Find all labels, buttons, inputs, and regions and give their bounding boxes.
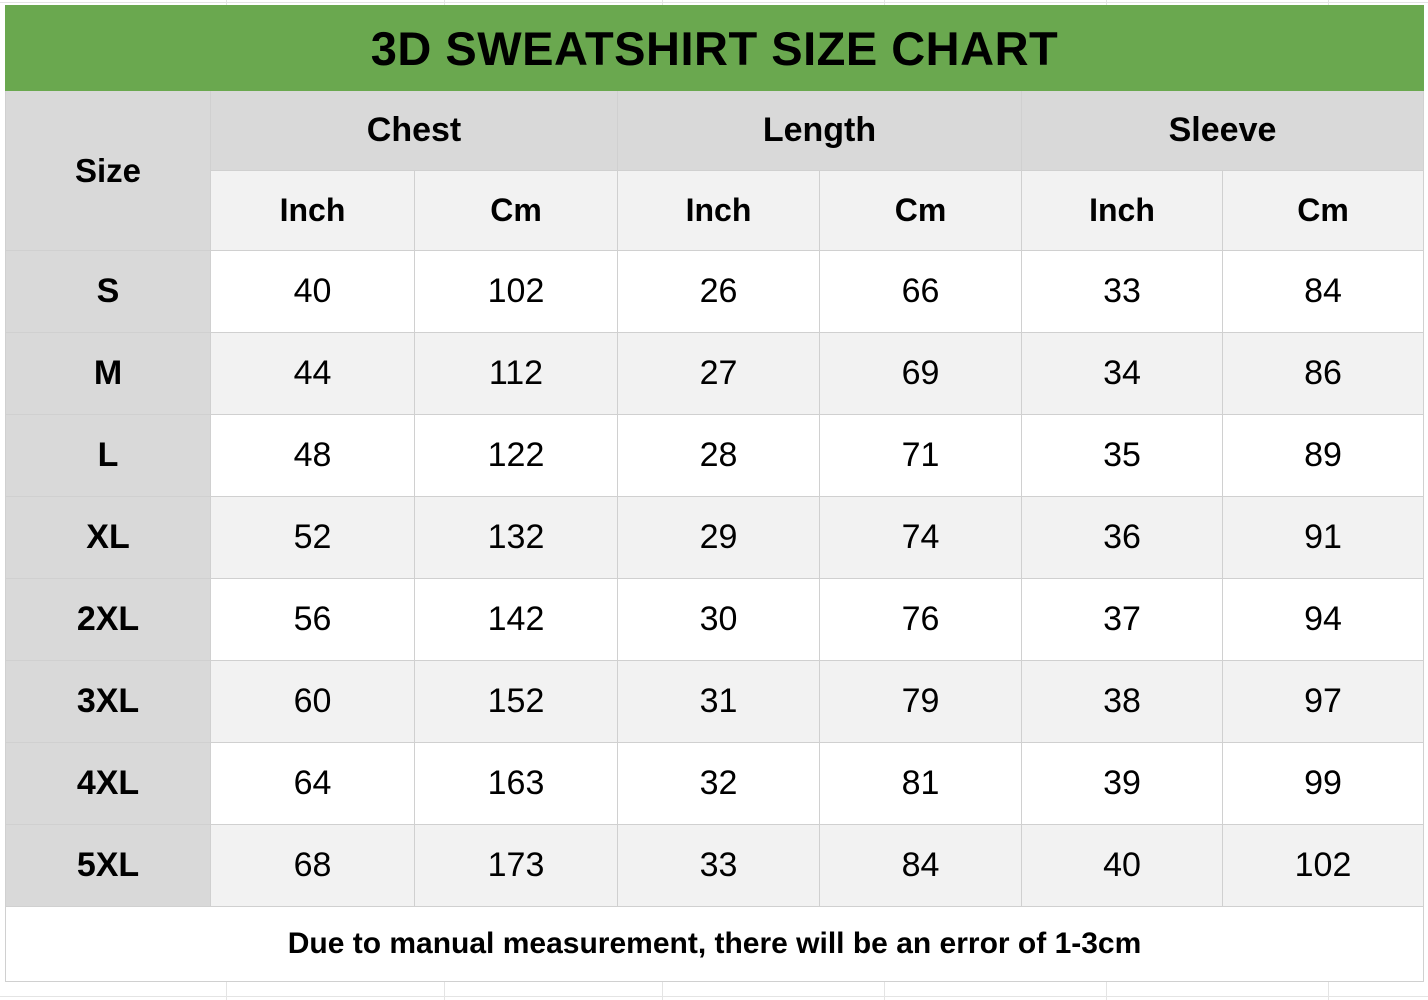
cell-chest-cm: 112 <box>414 332 618 415</box>
size-label: XL <box>5 496 211 579</box>
header-size-label: Size <box>5 90 211 251</box>
size-chart-container: 3D SWEATSHIRT SIZE CHART Size Chest Leng… <box>4 5 1425 993</box>
cell-chest-cm: 132 <box>414 496 618 579</box>
header-group-length: Length <box>617 90 1022 171</box>
cell-chest-cm: 173 <box>414 824 618 907</box>
table-row: 2XL 56 142 30 76 37 94 <box>5 578 1425 661</box>
cell-length-inch: 29 <box>617 496 820 579</box>
cell-chest-inch: 48 <box>210 414 415 497</box>
cell-chest-inch: 60 <box>210 660 415 743</box>
cell-length-inch: 27 <box>617 332 820 415</box>
cell-chest-inch: 56 <box>210 578 415 661</box>
cell-sleeve-inch: 34 <box>1021 332 1223 415</box>
table-row: 3XL 60 152 31 79 38 97 <box>5 660 1425 743</box>
cell-sleeve-inch: 37 <box>1021 578 1223 661</box>
cell-chest-inch: 68 <box>210 824 415 907</box>
cell-length-cm: 84 <box>819 824 1022 907</box>
header-unit-chest-cm: Cm <box>414 170 618 251</box>
header-group-sleeve: Sleeve <box>1020 90 1425 171</box>
measurement-note: Due to manual measurement, there will be… <box>4 906 1425 982</box>
cell-length-cm: 66 <box>819 250 1022 333</box>
cell-length-inch: 26 <box>617 250 820 333</box>
header-unit-length-inch: Inch <box>617 170 820 251</box>
table-row: 5XL 68 173 33 84 40 102 <box>5 824 1425 907</box>
header-group-chest: Chest <box>210 90 618 171</box>
size-label: 5XL <box>5 824 211 907</box>
cell-sleeve-cm: 99 <box>1221 742 1425 825</box>
cell-chest-inch: 52 <box>210 496 415 579</box>
size-label: 4XL <box>5 742 211 825</box>
header-unit-sleeve-cm: Cm <box>1221 170 1425 251</box>
cell-sleeve-inch: 38 <box>1021 660 1223 743</box>
cell-sleeve-cm: 102 <box>1221 824 1425 907</box>
cell-length-cm: 69 <box>819 332 1022 415</box>
table-row: S 40 102 26 66 33 84 <box>5 250 1425 333</box>
note-row: Due to manual measurement, there will be… <box>4 906 1425 982</box>
cell-sleeve-inch: 39 <box>1021 742 1223 825</box>
table-row: L 48 122 28 71 35 89 <box>5 414 1425 497</box>
size-label: M <box>5 332 211 415</box>
cell-chest-cm: 102 <box>414 250 618 333</box>
cell-sleeve-cm: 94 <box>1221 578 1425 661</box>
cell-chest-inch: 40 <box>210 250 415 333</box>
chart-title: 3D SWEATSHIRT SIZE CHART <box>4 5 1425 91</box>
header-unit-sleeve-inch: Inch <box>1021 170 1223 251</box>
table-row: XL 52 132 29 74 36 91 <box>5 496 1425 579</box>
header-group-row: Size Chest Length Sleeve <box>5 90 1425 251</box>
cell-sleeve-inch: 33 <box>1021 250 1223 333</box>
size-label: 3XL <box>5 660 211 743</box>
cell-length-inch: 33 <box>617 824 820 907</box>
cell-length-cm: 74 <box>819 496 1022 579</box>
cell-length-inch: 28 <box>617 414 820 497</box>
cell-length-cm: 79 <box>819 660 1022 743</box>
cell-sleeve-cm: 89 <box>1221 414 1425 497</box>
cell-length-cm: 81 <box>819 742 1022 825</box>
cell-chest-cm: 142 <box>414 578 618 661</box>
cell-length-inch: 30 <box>617 578 820 661</box>
cell-sleeve-inch: 36 <box>1021 496 1223 579</box>
header-unit-row: Inch Cm Inch Cm Inch Cm <box>6 170 1425 251</box>
size-label: L <box>5 414 211 497</box>
cell-length-inch: 32 <box>617 742 820 825</box>
table-row: 4XL 64 163 32 81 39 99 <box>5 742 1425 825</box>
table-row: M 44 112 27 69 34 86 <box>5 332 1425 415</box>
cell-chest-cm: 163 <box>414 742 618 825</box>
cell-sleeve-cm: 91 <box>1221 496 1425 579</box>
header-unit-chest-inch: Inch <box>210 170 415 251</box>
header-unit-length-cm: Cm <box>819 170 1022 251</box>
size-label: S <box>5 250 211 333</box>
cell-length-inch: 31 <box>617 660 820 743</box>
title-row: 3D SWEATSHIRT SIZE CHART <box>4 5 1425 91</box>
cell-chest-cm: 152 <box>414 660 618 743</box>
cell-sleeve-inch: 35 <box>1021 414 1223 497</box>
cell-chest-cm: 122 <box>414 414 618 497</box>
cell-sleeve-cm: 86 <box>1221 332 1425 415</box>
cell-chest-inch: 44 <box>210 332 415 415</box>
size-label: 2XL <box>5 578 211 661</box>
cell-chest-inch: 64 <box>210 742 415 825</box>
cell-length-cm: 71 <box>819 414 1022 497</box>
cell-sleeve-cm: 97 <box>1221 660 1425 743</box>
size-chart-table: 3D SWEATSHIRT SIZE CHART Size Chest Leng… <box>4 5 1425 982</box>
cell-sleeve-inch: 40 <box>1021 824 1223 907</box>
cell-sleeve-cm: 84 <box>1221 250 1425 333</box>
cell-length-cm: 76 <box>819 578 1022 661</box>
